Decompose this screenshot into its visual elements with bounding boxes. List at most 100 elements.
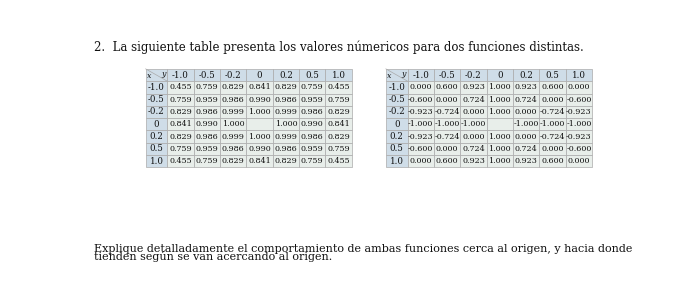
Text: 0.2: 0.2 — [519, 71, 533, 80]
Bar — [434, 131, 461, 143]
Bar — [407, 118, 434, 131]
Bar — [386, 143, 407, 155]
Text: 0.829: 0.829 — [274, 157, 298, 165]
Bar — [246, 131, 273, 143]
Bar — [273, 131, 299, 143]
Bar — [407, 69, 434, 81]
Text: 0.990: 0.990 — [301, 120, 323, 128]
Bar — [246, 155, 273, 167]
Bar — [513, 106, 539, 118]
Text: 0.841: 0.841 — [169, 120, 192, 128]
Text: 0.455: 0.455 — [328, 157, 350, 165]
Text: 0.000: 0.000 — [568, 83, 590, 91]
Bar — [273, 106, 299, 118]
Text: 0.959: 0.959 — [195, 96, 218, 104]
Text: 0.999: 0.999 — [274, 108, 298, 116]
Bar — [434, 143, 461, 155]
Bar — [167, 69, 194, 81]
Text: 0.000: 0.000 — [410, 157, 432, 165]
Bar — [299, 81, 326, 94]
Bar — [434, 155, 461, 167]
Text: 0.959: 0.959 — [195, 145, 218, 153]
Bar — [513, 94, 539, 106]
Bar — [194, 94, 220, 106]
Bar — [513, 155, 539, 167]
Text: -0.5: -0.5 — [199, 71, 215, 80]
Text: 0.986: 0.986 — [301, 133, 323, 141]
Bar — [326, 118, 352, 131]
Bar — [566, 106, 592, 118]
Bar — [299, 143, 326, 155]
Text: 0.724: 0.724 — [514, 145, 538, 153]
Bar — [146, 118, 167, 131]
Bar — [513, 143, 539, 155]
Text: -1.000: -1.000 — [408, 120, 433, 128]
Text: 0.455: 0.455 — [328, 83, 350, 91]
Bar — [220, 143, 246, 155]
Text: 0.455: 0.455 — [169, 83, 192, 91]
Bar — [461, 81, 486, 94]
Text: -1.000: -1.000 — [540, 120, 565, 128]
Bar — [194, 106, 220, 118]
Bar — [539, 143, 566, 155]
Bar — [220, 118, 246, 131]
Bar — [194, 118, 220, 131]
Text: 0.000: 0.000 — [541, 96, 564, 104]
Bar — [194, 69, 220, 81]
Bar — [220, 106, 246, 118]
Text: -0.600: -0.600 — [566, 145, 592, 153]
Bar — [539, 69, 566, 81]
Bar — [246, 106, 273, 118]
Bar — [194, 81, 220, 94]
Text: -1.000: -1.000 — [514, 120, 539, 128]
Text: -0.2: -0.2 — [389, 108, 405, 117]
Text: 0.841: 0.841 — [327, 120, 350, 128]
Text: 0.986: 0.986 — [274, 145, 298, 153]
Bar — [246, 143, 273, 155]
Bar — [220, 155, 246, 167]
Text: 1.000: 1.000 — [222, 120, 244, 128]
Bar — [273, 143, 299, 155]
Text: 1.0: 1.0 — [390, 157, 404, 166]
Text: 0.759: 0.759 — [301, 157, 323, 165]
Text: -0.923: -0.923 — [566, 108, 592, 116]
Bar — [539, 94, 566, 106]
Text: Explique detalladamente el comportamiento de ambas funciones cerca al origen, y : Explique detalladamente el comportamient… — [94, 244, 632, 254]
Text: -0.724: -0.724 — [540, 133, 566, 141]
Text: 0.000: 0.000 — [462, 133, 484, 141]
Bar — [461, 106, 486, 118]
Text: 0.000: 0.000 — [568, 157, 590, 165]
Bar — [273, 69, 299, 81]
Bar — [146, 155, 167, 167]
Text: 0.2: 0.2 — [279, 71, 293, 80]
Text: y: y — [402, 70, 406, 78]
Bar — [461, 118, 486, 131]
Bar — [220, 94, 246, 106]
Text: 1.000: 1.000 — [489, 108, 511, 116]
Bar — [167, 94, 194, 106]
Bar — [167, 118, 194, 131]
Bar — [566, 143, 592, 155]
Bar — [461, 131, 486, 143]
Bar — [299, 106, 326, 118]
Text: 0.2: 0.2 — [150, 132, 163, 141]
Bar — [386, 118, 407, 131]
Text: 0.759: 0.759 — [328, 145, 350, 153]
Text: 0.829: 0.829 — [169, 108, 192, 116]
Text: -0.923: -0.923 — [566, 133, 592, 141]
Text: 0.000: 0.000 — [515, 133, 538, 141]
Bar — [146, 131, 167, 143]
Text: 0.000: 0.000 — [515, 108, 538, 116]
Text: x: x — [387, 72, 392, 80]
Text: 1.0: 1.0 — [332, 71, 346, 80]
Bar — [407, 155, 434, 167]
Bar — [566, 131, 592, 143]
Text: 0.986: 0.986 — [195, 108, 218, 116]
Text: 0.724: 0.724 — [462, 96, 485, 104]
Bar — [326, 69, 352, 81]
Text: 1.000: 1.000 — [489, 133, 511, 141]
Text: 1.0: 1.0 — [150, 157, 164, 166]
Text: 0.923: 0.923 — [462, 83, 485, 91]
Text: -0.600: -0.600 — [408, 145, 433, 153]
Bar — [220, 81, 246, 94]
